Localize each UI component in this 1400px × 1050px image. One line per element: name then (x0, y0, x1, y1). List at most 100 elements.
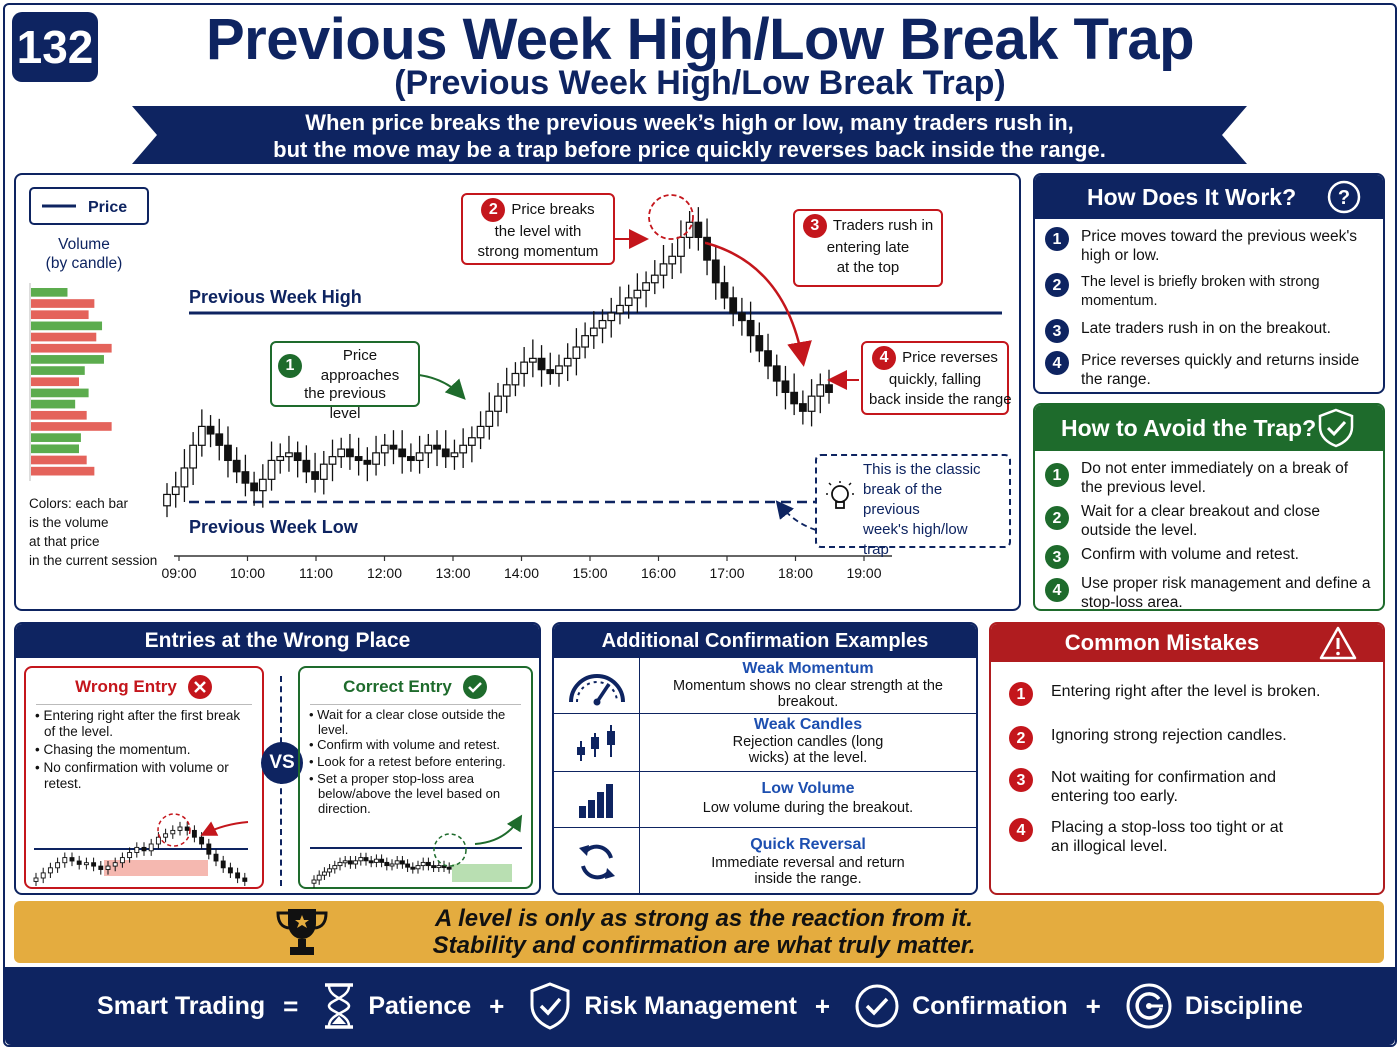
classic-note-arrow (775, 500, 817, 531)
x-tick-label: 13:00 (435, 565, 470, 581)
mini-candle-body (105, 865, 111, 870)
classic-trap-note: This is the classic break of the previou… (815, 454, 1011, 558)
shield-icon (530, 982, 570, 1030)
callout-4-number: 4 (872, 346, 897, 370)
candle-body (633, 289, 642, 299)
candle-body (581, 335, 590, 348)
avoid-trap-panel: How to Avoid the Trap? 1 Do not enter imm… (1033, 403, 1385, 611)
correct-entry-item: • Look for a retest before entering. (309, 754, 506, 769)
wrong-entry-item: • No confirmation with volume or retest. (35, 760, 229, 791)
wrong-entry-item: • Chasing the momentum. (35, 742, 191, 757)
x-tick-label: 17:00 (709, 565, 744, 581)
candle-body (476, 425, 485, 439)
x-axis-ticks: 09:00 10:00 11:00 12:00 13:00 14:00 15:00 16:00… (161, 556, 882, 581)
candle-body (659, 263, 668, 276)
mistake-item: 1 Entering right after the level is broke… (1009, 682, 1367, 706)
legend-price-label: Price (88, 199, 127, 216)
candle-body (311, 471, 319, 480)
mini-candle-body (112, 862, 118, 867)
mistake-item: 2 Ignoring strong rejection candles. (1009, 726, 1367, 750)
confirm-row-volume: Low Volume Low volume during the breakou… (554, 772, 976, 828)
classic-note-line-2: break of the previous (863, 481, 943, 518)
mini-candle-body (134, 846, 140, 853)
volume-label-1: Volume (58, 236, 110, 253)
peak-highlight-circle (648, 194, 694, 240)
banner-line-1: When price breaks the previous week’s hi… (305, 110, 1074, 135)
x-tick-label: 15:00 (572, 565, 607, 581)
x-tick-label: 09:00 (161, 565, 196, 581)
trophy-icon (276, 909, 328, 955)
mini-candle-body (163, 833, 169, 838)
callout-1: 1 Price approaches the previous level (270, 341, 420, 422)
entries-title: Entries at the Wrong Place (144, 629, 411, 652)
footer-discipline: Discipline (1184, 991, 1303, 1020)
candle-body (528, 357, 537, 363)
candle-body (285, 452, 293, 458)
confirm-row-desc: Low volume during the breakout. (702, 800, 914, 816)
volume-bar (31, 321, 103, 331)
candle-body (319, 463, 328, 480)
candle-body (398, 448, 407, 458)
x-tick-label: 11:00 (299, 565, 333, 581)
candle-body (241, 471, 250, 484)
lightbulb-icon (826, 481, 854, 509)
correct-stop-zone (452, 864, 512, 882)
mini-candle-body (55, 862, 61, 869)
how-it-works-panel: How Does It Work? ? 1 Price moves toward … (1033, 173, 1385, 394)
mini-candle-body (405, 863, 411, 868)
callout-1-arrow (418, 374, 466, 400)
mini-candle-body (332, 865, 338, 870)
candle-body (267, 459, 276, 480)
mini-candle-body (363, 857, 369, 862)
mini-candle-body (446, 866, 452, 870)
avoid-item: 4 Use proper risk management and define a… (1045, 574, 1373, 609)
mini-candle-body (199, 836, 205, 845)
previous-week-low-label: Previous Week Low (189, 517, 359, 537)
candle-body (746, 319, 755, 337)
candle-body (668, 255, 677, 265)
mini-candle-body (184, 826, 190, 831)
volume-bar (31, 444, 79, 454)
candle-body (650, 274, 659, 284)
volume-bars-icon (578, 783, 613, 818)
footer-plus-2: + (814, 990, 831, 1021)
candle-body (354, 456, 363, 462)
callout-2-line-1: Price breaks (511, 201, 595, 218)
candle-body (197, 425, 206, 446)
callout-1-line-2: the previous (304, 385, 386, 402)
wrong-entry-box: Wrong Entry • Entering right after the f… (24, 666, 264, 889)
mini-candle-body (119, 857, 125, 864)
volume-bar (31, 455, 87, 465)
x-tick-label: 14:00 (504, 565, 539, 581)
callout-1-line-1: Price approaches (320, 347, 400, 384)
candle-body (764, 350, 772, 367)
quote-banner: A level is only as strong as the reactio… (14, 901, 1384, 963)
candle-body (624, 297, 633, 307)
candle-body (798, 403, 807, 412)
candle-body (424, 444, 433, 454)
candle-body (406, 456, 415, 462)
candle-body (276, 456, 285, 462)
volume-bar (31, 377, 79, 387)
callout-4-line-3: back inside the range (869, 391, 1012, 408)
footer-plus-3: + (1085, 990, 1101, 1021)
quote-line-1: A level is only as strong as the reactio… (435, 905, 973, 932)
candle-body (563, 357, 572, 367)
candle-body (555, 365, 563, 375)
mini-candle-body (177, 826, 183, 831)
mini-candle-body (436, 865, 442, 869)
quote-line-2: Stability and confirmation are what trul… (432, 932, 976, 959)
avoid-item: 2 Wait for a clear breakout and close out… (1045, 502, 1373, 540)
candle-body (790, 391, 799, 405)
candle-body (485, 410, 494, 427)
confirmation-check-icon (855, 984, 899, 1028)
confirm-row-title: Quick Reversal (750, 836, 866, 853)
volume-bar (31, 299, 95, 308)
confirm-row-title: Weak Momentum (742, 660, 874, 677)
footer-lead: Smart Trading (97, 991, 266, 1020)
candle-body (703, 236, 711, 261)
candle-body (598, 319, 607, 329)
candle-body (163, 493, 171, 507)
price-chart-panel: Price Volume (by candle) Colors: each ba… (14, 173, 1021, 611)
candle-body (380, 444, 389, 454)
